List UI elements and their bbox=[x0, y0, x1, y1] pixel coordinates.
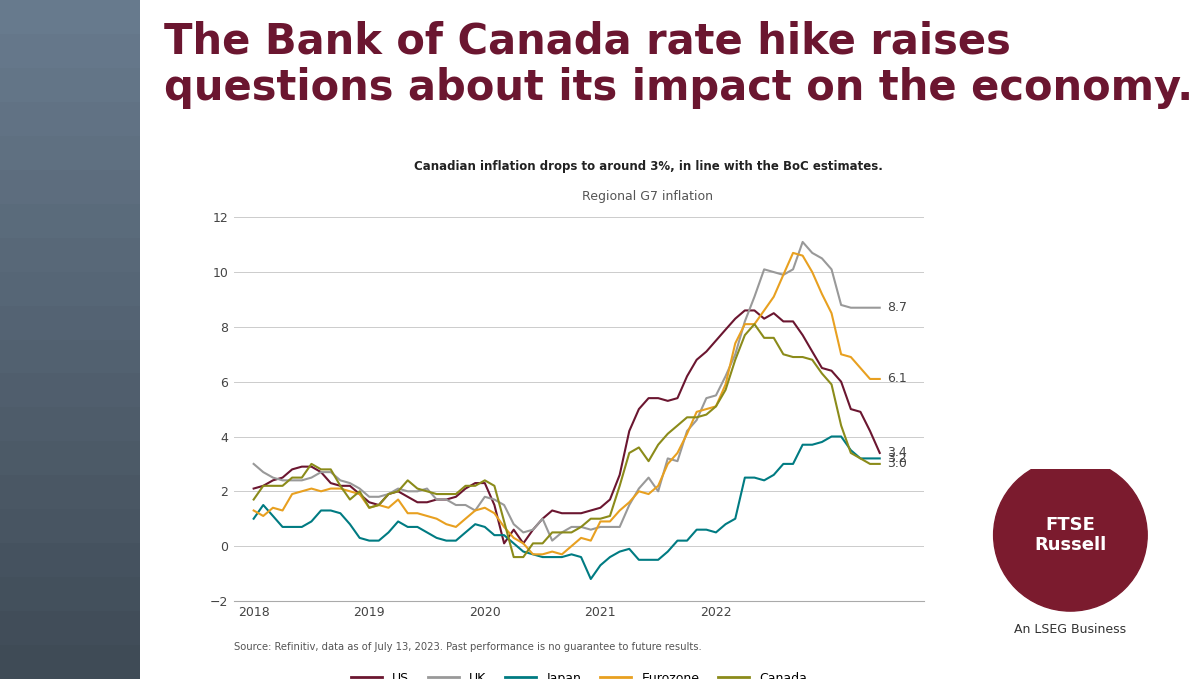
Text: 3.0: 3.0 bbox=[887, 458, 906, 471]
Canada bbox=[506, 553, 521, 561]
UK bbox=[516, 528, 530, 536]
UK bbox=[401, 488, 415, 496]
Japan bbox=[401, 523, 415, 531]
Bar bbox=[0, 509, 140, 543]
Bar bbox=[0, 407, 140, 441]
Eurozone bbox=[401, 509, 415, 517]
UK bbox=[526, 526, 540, 534]
US bbox=[526, 526, 540, 534]
Bar bbox=[0, 272, 140, 306]
Bar bbox=[0, 373, 140, 407]
Bar bbox=[0, 204, 140, 238]
Text: 6.1: 6.1 bbox=[887, 373, 906, 386]
Bar bbox=[0, 102, 140, 136]
Eurozone bbox=[516, 539, 530, 547]
Line: Japan: Japan bbox=[253, 437, 880, 579]
US bbox=[246, 485, 260, 493]
Canada bbox=[757, 334, 772, 342]
Canada bbox=[872, 460, 887, 468]
UK bbox=[796, 238, 810, 246]
Canada bbox=[748, 320, 762, 328]
Text: FTSE
Russell: FTSE Russell bbox=[1034, 515, 1106, 555]
US bbox=[872, 449, 887, 457]
Japan bbox=[526, 550, 540, 558]
Japan bbox=[439, 536, 454, 545]
Text: 3.4: 3.4 bbox=[887, 446, 906, 460]
Bar bbox=[0, 68, 140, 102]
Line: Canada: Canada bbox=[253, 324, 880, 557]
Japan bbox=[583, 575, 598, 583]
Japan bbox=[748, 473, 762, 481]
Canada bbox=[535, 539, 550, 547]
US bbox=[757, 314, 772, 323]
UK bbox=[295, 476, 310, 484]
Eurozone bbox=[246, 507, 260, 515]
Text: 8.7: 8.7 bbox=[887, 301, 907, 314]
Bar bbox=[0, 441, 140, 475]
US bbox=[535, 515, 550, 523]
Japan bbox=[872, 454, 887, 462]
Text: Source: Refinitiv, data as of July 13, 2023. Past performance is no guarantee to: Source: Refinitiv, data as of July 13, 2… bbox=[234, 642, 702, 652]
Bar bbox=[0, 340, 140, 373]
Eurozone bbox=[526, 550, 540, 558]
UK bbox=[439, 496, 454, 504]
Text: Regional G7 inflation: Regional G7 inflation bbox=[582, 190, 714, 203]
Bar bbox=[0, 136, 140, 170]
Line: US: US bbox=[253, 310, 880, 543]
UK bbox=[748, 293, 762, 301]
Canada bbox=[401, 476, 415, 484]
Japan bbox=[516, 547, 530, 555]
Bar bbox=[0, 611, 140, 645]
Text: Canadian inflation drops to around 3%, in line with the BoC estimates.: Canadian inflation drops to around 3%, i… bbox=[414, 160, 882, 173]
US bbox=[295, 462, 310, 471]
Bar bbox=[0, 170, 140, 204]
Bar bbox=[0, 645, 140, 679]
Circle shape bbox=[994, 459, 1147, 611]
US bbox=[401, 493, 415, 501]
Canada bbox=[439, 490, 454, 498]
Canada bbox=[526, 539, 540, 547]
Line: Eurozone: Eurozone bbox=[253, 253, 880, 554]
Eurozone bbox=[872, 375, 887, 383]
UK bbox=[545, 536, 559, 545]
Canada bbox=[295, 473, 310, 481]
Japan bbox=[295, 523, 310, 531]
US bbox=[439, 496, 454, 504]
Bar bbox=[0, 306, 140, 340]
Bar bbox=[0, 543, 140, 577]
Text: The Bank of Canada rate hike raises
questions about its impact on the economy.: The Bank of Canada rate hike raises ques… bbox=[164, 20, 1194, 109]
Bar bbox=[0, 0, 140, 34]
Eurozone bbox=[439, 520, 454, 528]
Legend: US, UK, Japan, Eurozone, Canada: US, UK, Japan, Eurozone, Canada bbox=[346, 667, 812, 679]
Bar bbox=[0, 475, 140, 509]
Japan bbox=[246, 515, 260, 523]
Eurozone bbox=[535, 550, 550, 558]
UK bbox=[246, 460, 260, 468]
Bar bbox=[0, 577, 140, 611]
Bar bbox=[0, 34, 140, 68]
US bbox=[738, 306, 752, 314]
Eurozone bbox=[786, 249, 800, 257]
Eurozone bbox=[295, 488, 310, 496]
US bbox=[497, 539, 511, 547]
Text: An LSEG Business: An LSEG Business bbox=[1014, 623, 1127, 636]
Canada bbox=[246, 496, 260, 504]
Bar bbox=[0, 238, 140, 272]
UK bbox=[872, 304, 887, 312]
Japan bbox=[824, 433, 839, 441]
Line: UK: UK bbox=[253, 242, 880, 540]
Eurozone bbox=[748, 320, 762, 328]
Text: 3.2: 3.2 bbox=[887, 452, 906, 465]
